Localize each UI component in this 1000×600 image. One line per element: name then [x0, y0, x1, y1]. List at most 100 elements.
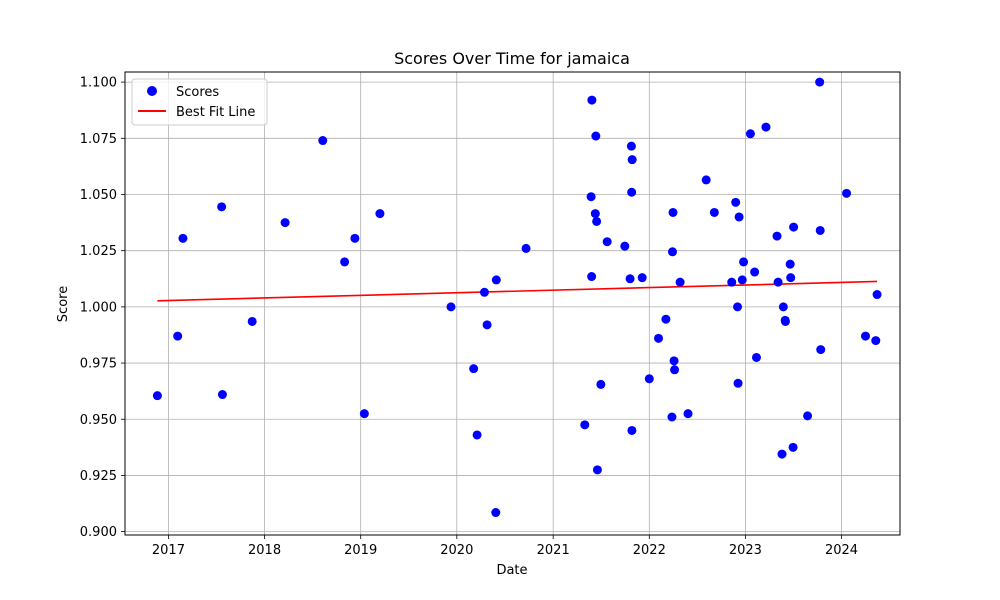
best-fit-line [157, 280, 878, 302]
score-point [479, 287, 489, 297]
score-point [627, 187, 637, 197]
score-point [627, 155, 637, 165]
score-point [491, 508, 501, 518]
score-point [280, 218, 290, 228]
x-tick-label: 2018 [248, 543, 281, 558]
y-tick-label: 0.900 [80, 525, 117, 540]
best-fit-layer [157, 280, 878, 302]
y-axis-label: Score [56, 286, 71, 322]
y-tick-label: 0.925 [80, 469, 117, 484]
score-point [627, 425, 637, 435]
score-point [247, 316, 257, 326]
score-point [815, 77, 825, 87]
score-point [739, 257, 749, 267]
score-point [591, 131, 601, 141]
score-point [675, 277, 685, 287]
score-point [602, 237, 612, 247]
score-point [318, 136, 328, 146]
score-point [654, 333, 664, 343]
score-point [472, 430, 482, 440]
score-point [482, 320, 492, 330]
x-tick-label: 2021 [537, 543, 570, 558]
score-point [734, 212, 744, 222]
score-point [789, 222, 799, 232]
score-point [667, 412, 677, 422]
score-point [587, 95, 597, 105]
score-point [178, 233, 188, 243]
y-tick-label: 0.975 [80, 357, 117, 372]
points-layer [152, 77, 882, 518]
score-point [637, 273, 647, 283]
score-point [842, 188, 852, 198]
score-point [592, 465, 602, 475]
score-point [772, 231, 782, 241]
score-point [375, 209, 385, 219]
score-point [625, 274, 635, 284]
score-point [761, 122, 771, 132]
score-point [620, 241, 630, 251]
grid [125, 72, 900, 535]
score-point [731, 197, 741, 207]
score-point [815, 225, 825, 235]
score-point [667, 247, 677, 257]
legend-scores-label: Scores [176, 85, 219, 100]
score-point [737, 275, 747, 285]
score-point [773, 277, 783, 287]
score-point [751, 352, 761, 362]
y-axis: 0.900 0.925 0.950 0.975 1.000 1.025 1.050 1.075… [80, 76, 125, 540]
score-point [668, 207, 678, 217]
score-point [670, 365, 680, 375]
chart-title: Scores Over Time for jamaica [394, 49, 630, 68]
score-point [777, 449, 787, 459]
score-point [872, 290, 882, 300]
y-tick-label: 1.100 [80, 76, 117, 91]
score-point [861, 331, 871, 341]
x-tick-label: 2020 [440, 543, 473, 558]
y-tick-label: 1.050 [80, 188, 117, 203]
score-point [816, 345, 826, 355]
score-point [521, 243, 531, 253]
score-point [733, 302, 743, 312]
score-point [745, 129, 755, 139]
score-point [592, 216, 602, 226]
score-point [359, 409, 369, 419]
score-point [350, 233, 360, 243]
score-point [871, 336, 881, 346]
score-point [750, 267, 760, 277]
x-tick-label: 2024 [825, 543, 858, 558]
y-tick-label: 0.950 [80, 413, 117, 428]
x-axis-label: Date [496, 563, 527, 578]
score-point [669, 356, 679, 366]
legend-scores-marker [147, 86, 157, 96]
score-point [661, 314, 671, 324]
score-point [683, 409, 693, 419]
score-point [785, 259, 795, 269]
x-tick-label: 2019 [344, 543, 377, 558]
score-point [780, 316, 790, 326]
y-tick-label: 1.025 [80, 244, 117, 259]
score-point [217, 202, 227, 212]
x-tick-label: 2023 [729, 543, 762, 558]
score-point [701, 175, 711, 185]
legend-best-fit-label: Best Fit Line [176, 105, 255, 120]
score-point [580, 420, 590, 430]
x-axis: 2017 2018 2019 2020 2021 2022 2023 2024 [152, 535, 858, 558]
y-tick-label: 1.075 [80, 132, 117, 147]
legend: Scores Best Fit Line [131, 78, 268, 126]
score-point [596, 379, 606, 389]
score-point [803, 411, 813, 421]
score-point [587, 272, 597, 282]
score-point [786, 273, 796, 283]
score-point [709, 207, 719, 217]
legend-frame [131, 78, 268, 126]
score-point [644, 374, 654, 384]
score-point [590, 209, 600, 219]
score-point [491, 275, 501, 285]
score-point [173, 331, 183, 341]
x-tick-label: 2022 [633, 543, 666, 558]
score-point [217, 390, 227, 400]
y-tick-label: 1.000 [80, 300, 117, 315]
score-point [778, 302, 788, 312]
plot-area-frame [124, 71, 901, 536]
